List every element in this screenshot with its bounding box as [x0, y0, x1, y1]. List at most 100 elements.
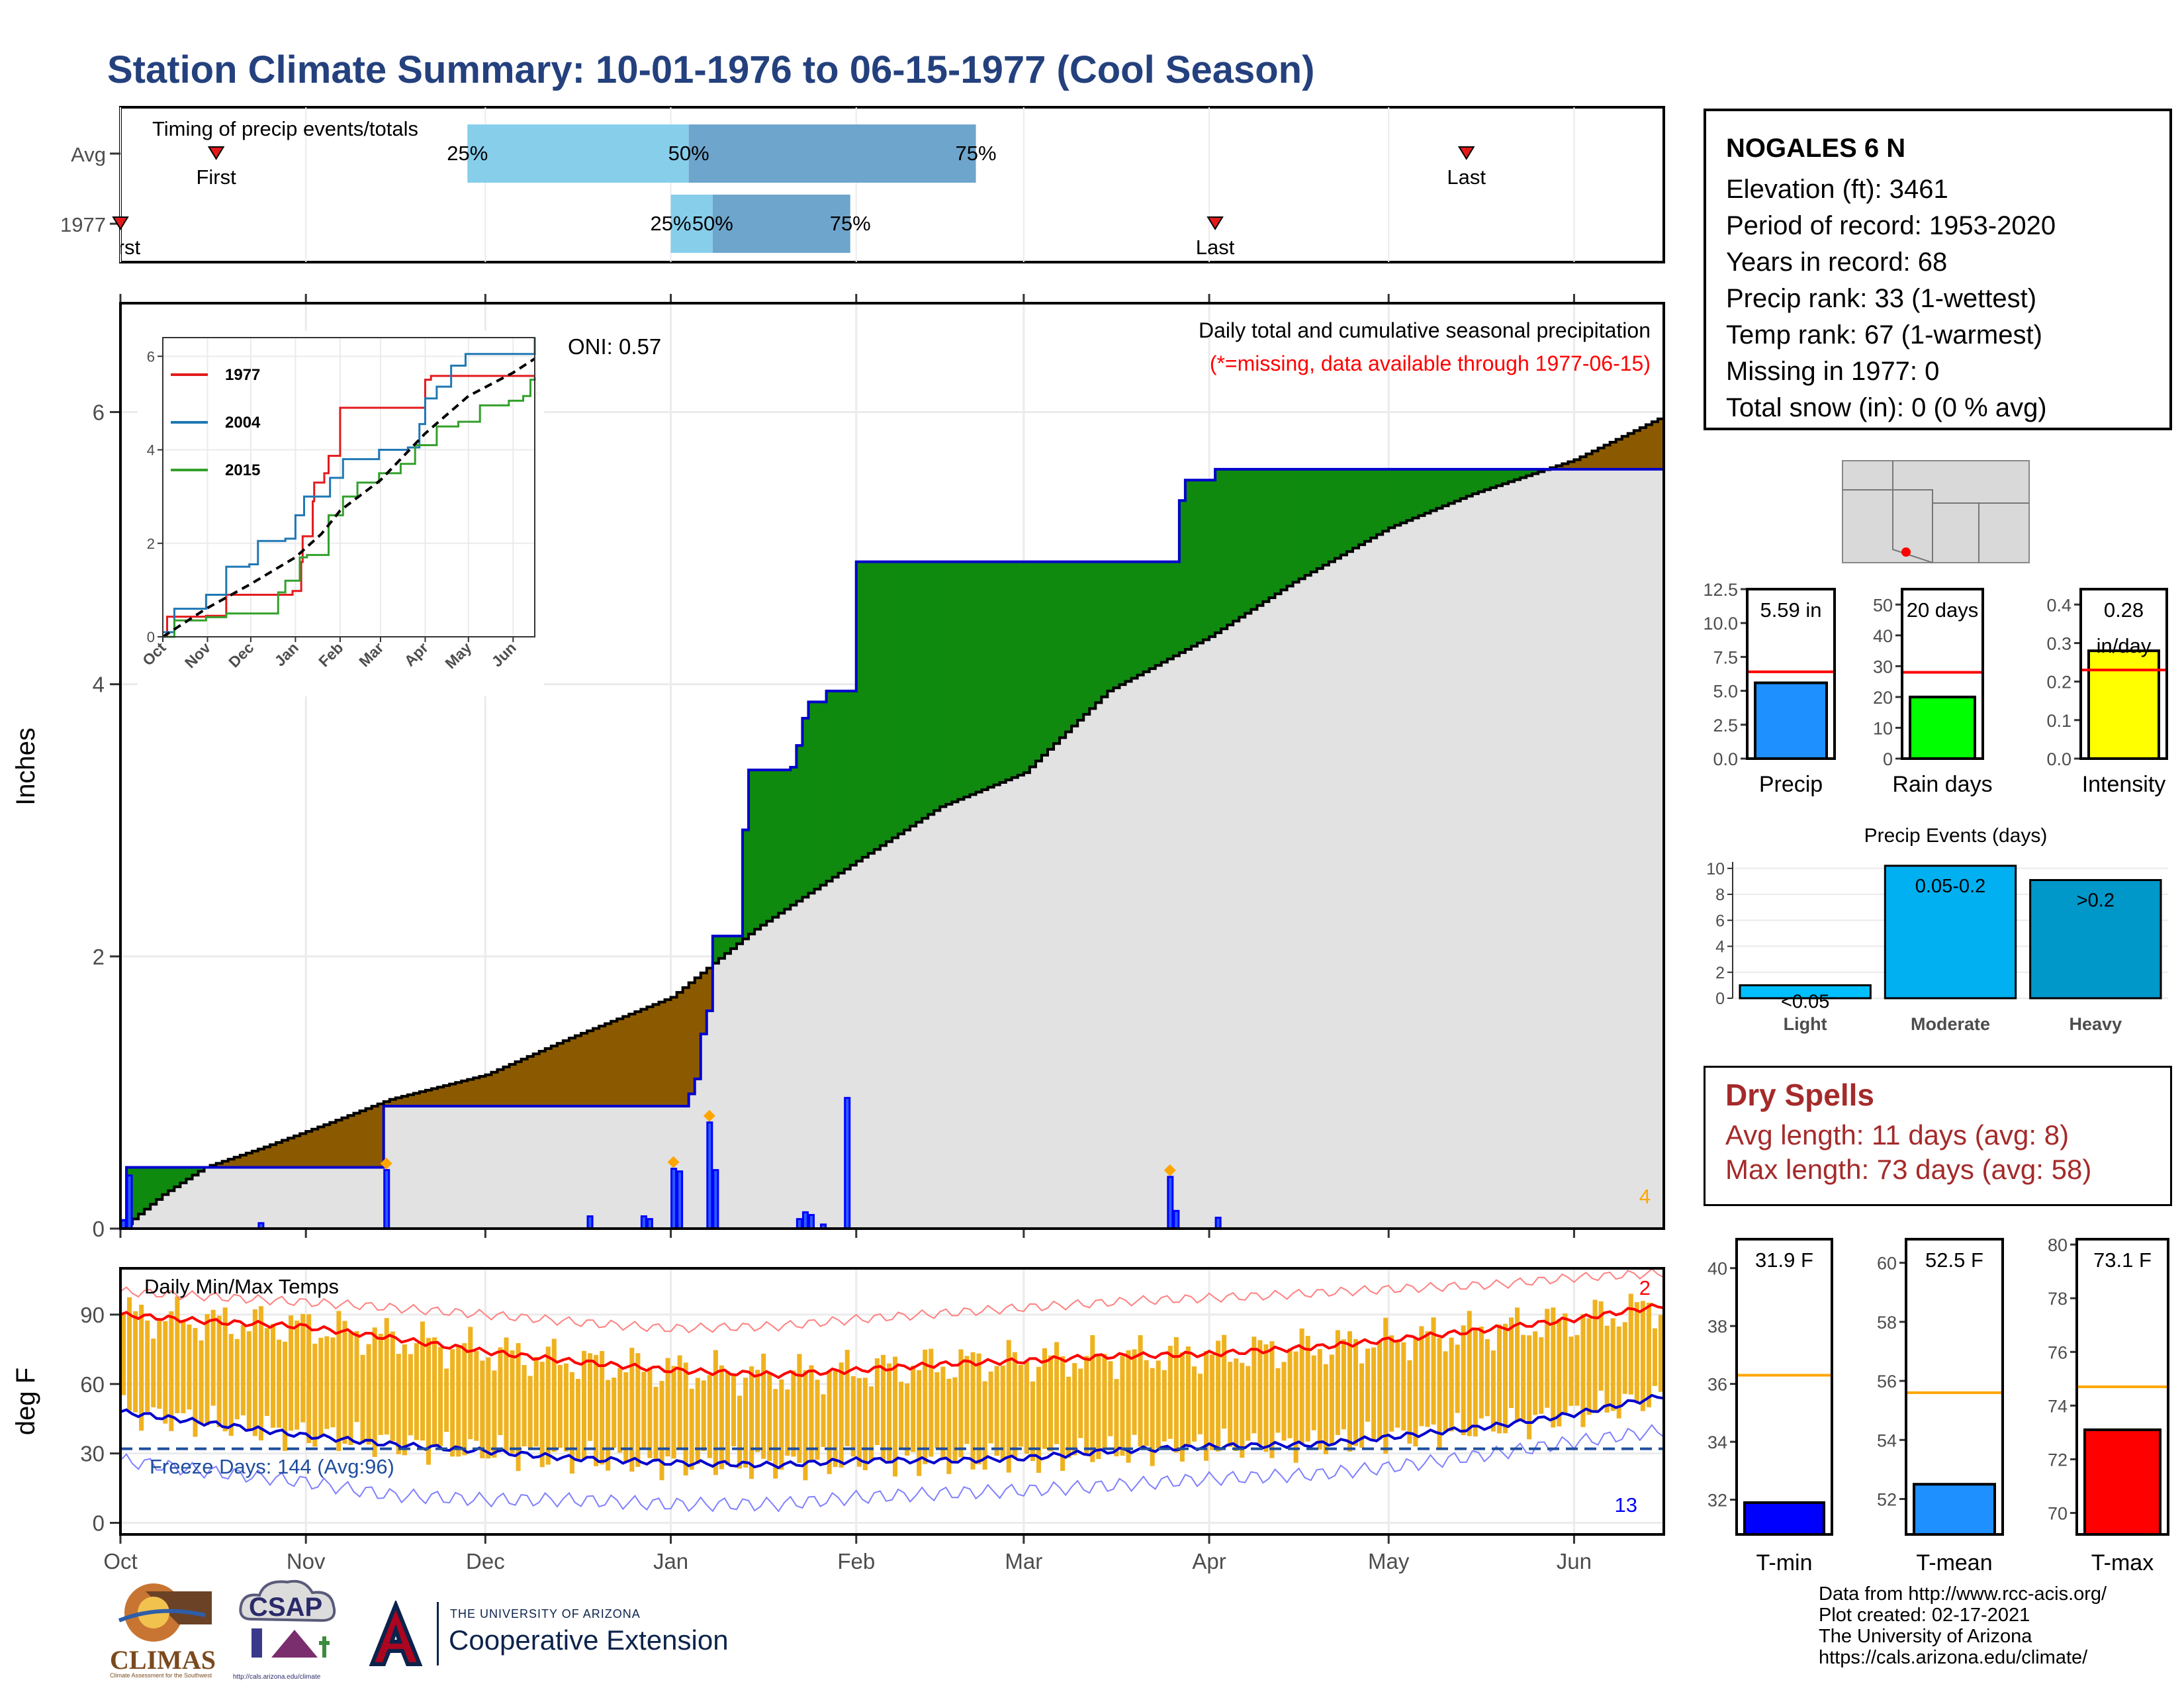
temp-range-bar	[1299, 1328, 1304, 1444]
avg-fill-segment	[1580, 469, 1587, 1229]
precip_total-category-label: Precip	[1759, 772, 1823, 797]
tmax-category-label: T-max	[2091, 1550, 2154, 1575]
inset-ytick-label: 6	[147, 348, 155, 365]
surplus-segment	[1029, 561, 1036, 767]
surplus-segment	[156, 1167, 163, 1199]
temp-range-bar	[264, 1328, 269, 1417]
deficit-segment	[664, 1000, 672, 1106]
avg-fill-segment	[760, 925, 767, 1229]
temp-range-bar	[701, 1380, 706, 1451]
temp-range-bar	[1210, 1354, 1215, 1450]
avg-fill-segment	[1639, 469, 1647, 1229]
avg-fill-segment	[952, 802, 959, 1229]
temp-range-bar	[1090, 1335, 1095, 1462]
temp-range-bar	[181, 1321, 186, 1413]
avg-fill-segment	[1083, 714, 1090, 1229]
intensity-ytick-label: 0.2	[2046, 673, 2071, 692]
deficit-segment	[670, 997, 678, 1106]
avg-fill-segment	[449, 1105, 456, 1229]
temp-ytick-label: 90	[80, 1303, 105, 1327]
temp-panel: 0 30 60 90 Oct Nov Dec Jan Feb Mar Apr May Jun Daily …	[11, 1267, 1665, 1573]
temp-range-bar	[707, 1375, 712, 1458]
deficit-segment	[587, 1031, 594, 1106]
temp-range-bar	[761, 1353, 766, 1459]
tmax-ytick-label: 70	[2048, 1504, 2068, 1524]
temp-range-bar	[893, 1356, 898, 1477]
temp-range-bar	[1359, 1363, 1365, 1448]
temp-range-bar	[1204, 1350, 1209, 1461]
avg-fill-segment	[539, 1105, 546, 1229]
deficit-segment	[1615, 439, 1623, 469]
avg-fill-segment	[647, 1105, 654, 1229]
avg-fill-segment	[371, 1167, 379, 1229]
station-location-marker	[1901, 547, 1911, 557]
events-category-label: Moderate	[1911, 1014, 1990, 1034]
temp-range-bar	[1251, 1336, 1257, 1434]
temp-range-bar	[205, 1314, 210, 1426]
avg-fill-segment	[1227, 625, 1234, 1229]
deficit-segment	[635, 1011, 641, 1106]
surplus-segment	[1060, 561, 1066, 738]
temp-range-bar	[193, 1328, 198, 1437]
tmax-ytick-label: 76	[2048, 1342, 2068, 1362]
avg-fill-segment	[432, 1105, 438, 1229]
temp-range-bar	[1287, 1348, 1293, 1438]
avg-fill-segment	[1478, 491, 1485, 1229]
inset-series-line	[163, 375, 535, 638]
temp-range-bar	[348, 1332, 353, 1445]
precip_total-ytick-label: 10.0	[1703, 614, 1738, 633]
temp-range-bar	[1024, 1362, 1029, 1454]
deficit-segment	[1645, 424, 1653, 469]
temp-range-bar	[1413, 1338, 1418, 1447]
surplus-segment	[862, 561, 869, 858]
temp-range-bar	[121, 1314, 126, 1395]
temp-range-bar	[725, 1371, 730, 1466]
inset-legend-label: 2004	[225, 414, 261, 432]
avg-fill-segment	[1394, 525, 1401, 1229]
temp-range-bar	[199, 1340, 204, 1425]
temp-range-bar	[641, 1372, 647, 1448]
surplus-segment	[1490, 469, 1497, 488]
events-category-label: Heavy	[2070, 1014, 2122, 1034]
temp-range-bar	[683, 1362, 688, 1476]
avg-fill-segment	[437, 1105, 444, 1229]
tmean-ytick-label: 58	[1877, 1313, 1897, 1333]
surplus-segment	[874, 561, 881, 850]
avg-fill-segment	[922, 818, 929, 1229]
temp-range-bar	[803, 1370, 808, 1481]
deficit-segment	[629, 1013, 635, 1106]
temp-range-bar	[1234, 1358, 1239, 1451]
temp-range-bar	[492, 1370, 497, 1458]
tmin-ytick-label: 36	[1707, 1375, 1727, 1395]
ua-org-name: THE UNIVERSITY OF ARIZONA	[450, 1607, 641, 1620]
temp-range-bar	[1114, 1379, 1119, 1457]
temp-range-bar	[1539, 1337, 1544, 1414]
timing-row-label: Avg	[71, 143, 106, 166]
temp-range-bar	[1425, 1331, 1430, 1427]
avg-fill-segment	[324, 1167, 330, 1229]
rain_days-ytick-label: 50	[1873, 595, 1893, 615]
temp-range-bar	[677, 1355, 682, 1450]
deficit-segment	[479, 1076, 486, 1106]
avg-fill-segment	[736, 943, 743, 1229]
deficit-segment	[324, 1125, 330, 1168]
temp-range-bar	[396, 1354, 401, 1454]
avg-fill-segment	[574, 1105, 582, 1229]
temp-range-bar	[216, 1315, 222, 1427]
avg-fill-segment	[1209, 636, 1216, 1229]
temp-range-bar	[390, 1331, 395, 1442]
deficit-segment	[647, 1007, 654, 1106]
avg-fill-segment	[1562, 469, 1569, 1229]
avg-fill-segment	[964, 796, 971, 1229]
record-high-count: 2	[1639, 1276, 1651, 1299]
surplus-segment	[1365, 469, 1371, 541]
temp-range-bar	[1269, 1341, 1275, 1458]
temp-range-bar	[600, 1350, 605, 1465]
temp-range-bar	[414, 1343, 419, 1440]
deficit-segment	[341, 1117, 349, 1168]
university-of-arizona-logo-icon	[369, 1601, 423, 1666]
surplus-segment	[1352, 469, 1359, 549]
avg-fill-segment	[455, 1105, 462, 1229]
climas-subtitle: Climate Assessment for the Southwest	[110, 1672, 212, 1679]
